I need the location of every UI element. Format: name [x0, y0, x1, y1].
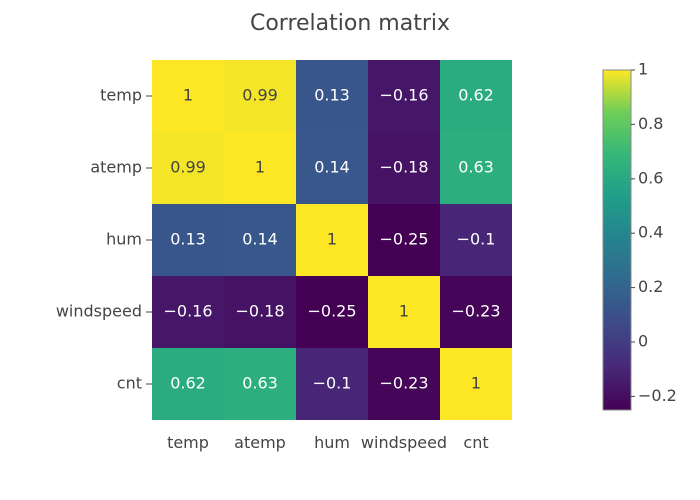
heatmap-cell — [224, 204, 296, 276]
heatmap-cell-labels: 1 0.99 0.13 −0.16 0.62 0.99 1 0.14 −0.18 0.63 0.13… — [163, 86, 500, 393]
heatmap-cells — [152, 60, 512, 420]
y-axis-tick-label: cnt — [117, 374, 142, 393]
heatmap-cell-label: −0.18 — [235, 302, 284, 321]
heatmap-cell-label: 1 — [327, 230, 337, 249]
heatmap-cell — [224, 60, 296, 132]
colorbar: 1 0.8 0.6 0.4 0.2 0 −0.2 — [602, 60, 677, 411]
heatmap-cell — [440, 348, 512, 420]
colorbar-gradient — [602, 69, 632, 411]
heatmap-cell-label: 1 — [183, 86, 193, 105]
x-axis-tick-label: windspeed — [361, 433, 447, 452]
heatmap-cell-label: −0.23 — [451, 302, 500, 321]
heatmap-cell-label: 0.63 — [242, 374, 278, 393]
colorbar-tick-label: 1 — [638, 60, 648, 79]
heatmap-cell-label: 0.14 — [242, 230, 278, 249]
heatmap-cell — [152, 204, 224, 276]
heatmap-cell-label: 0.62 — [458, 86, 494, 105]
heatmap-cell-label: 1 — [471, 374, 481, 393]
heatmap-cell — [224, 348, 296, 420]
colorbar-tick-label: −0.2 — [638, 386, 677, 405]
heatmap-cell-label: 0.14 — [314, 158, 350, 177]
heatmap-cell — [440, 204, 512, 276]
heatmap-cell — [224, 132, 296, 204]
heatmap-cell — [152, 60, 224, 132]
heatmap-cell-label: 0.99 — [170, 158, 206, 177]
colorbar-tick-label: 0.6 — [638, 168, 663, 187]
heatmap-cell — [296, 60, 368, 132]
heatmap-cell-label: −0.16 — [163, 302, 212, 321]
y-axis-tick-label: hum — [106, 230, 142, 249]
heatmap-cell — [368, 132, 440, 204]
heatmap-cell — [152, 348, 224, 420]
heatmap-cell — [440, 132, 512, 204]
colorbar-ticks: 1 0.8 0.6 0.4 0.2 0 −0.2 — [631, 60, 677, 405]
heatmap-cell-label: 0.13 — [314, 86, 350, 105]
heatmap-cell — [368, 204, 440, 276]
heatmap-cell — [152, 132, 224, 204]
colorbar-tick-label: 0.4 — [638, 223, 663, 242]
y-axis-tick-label: temp — [100, 86, 142, 105]
heatmap-cell-label: 0.99 — [242, 86, 278, 105]
heatmap-cell — [368, 348, 440, 420]
heatmap-cell — [152, 276, 224, 348]
heatmap-cell-label: −0.16 — [379, 86, 428, 105]
colorbar-tick-label: 0.8 — [638, 114, 663, 133]
heatmap-cell — [224, 276, 296, 348]
heatmap-cell-label: −0.18 — [379, 158, 428, 177]
heatmap-cell-label: −0.1 — [457, 230, 496, 249]
heatmap-cell-label: −0.1 — [313, 374, 352, 393]
heatmap-cell-label: 0.13 — [170, 230, 206, 249]
x-axis-tick-label: atemp — [234, 433, 286, 452]
heatmap-cell — [440, 60, 512, 132]
heatmap-cell — [296, 132, 368, 204]
heatmap-cell-label: 0.62 — [170, 374, 206, 393]
heatmap-cell — [296, 204, 368, 276]
heatmap-cell — [440, 276, 512, 348]
colorbar-tick-label: 0 — [638, 332, 648, 351]
heatmap-cell — [296, 348, 368, 420]
heatmap-cell-label: −0.25 — [307, 302, 356, 321]
heatmap-cell — [368, 60, 440, 132]
y-axis-tick-label: windspeed — [56, 302, 142, 321]
heatmap-cell — [368, 276, 440, 348]
heatmap-cell-label: 1 — [255, 158, 265, 177]
heatmap-cell-label: 1 — [399, 302, 409, 321]
x-axis-tick-label: hum — [314, 433, 350, 452]
chart-title: Correlation matrix — [250, 11, 450, 36]
y-axis-tick-label: atemp — [90, 158, 142, 177]
x-axis: temp atemp hum windspeed cnt — [167, 433, 489, 452]
plot-area: 1 0.99 0.13 −0.16 0.62 0.99 1 0.14 −0.18 0.63 0.13… — [56, 60, 512, 452]
colorbar-tick-label: 0.2 — [638, 277, 663, 296]
heatmap-cell-label: 0.63 — [458, 158, 494, 177]
y-axis: temp atemp hum windspeed cnt — [56, 86, 152, 393]
heatmap-cell — [296, 276, 368, 348]
x-axis-tick-label: temp — [167, 433, 209, 452]
heatmap-cell-label: −0.23 — [379, 374, 428, 393]
heatmap-cell-label: −0.25 — [379, 230, 428, 249]
x-axis-tick-label: cnt — [463, 433, 488, 452]
